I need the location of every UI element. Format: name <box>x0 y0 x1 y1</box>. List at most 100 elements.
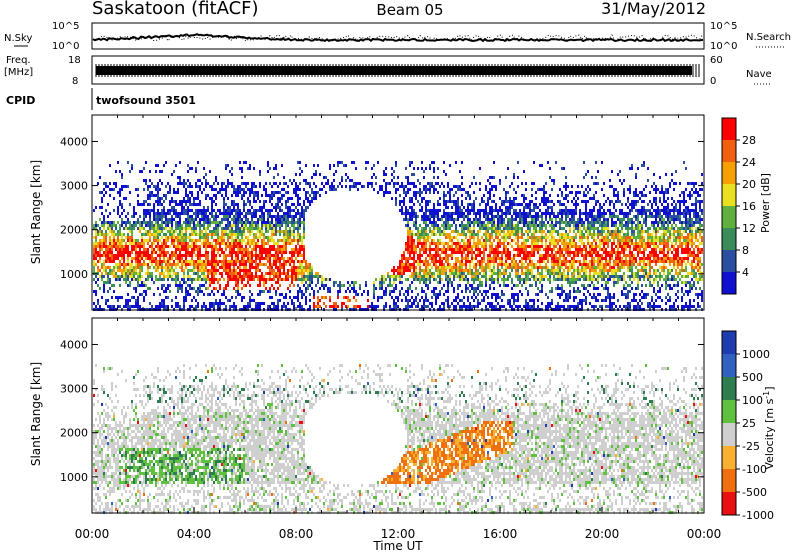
heatmap-cell <box>451 188 453 191</box>
heatmap-cell <box>465 269 467 272</box>
heatmap-cell <box>345 290 347 293</box>
heatmap-cell <box>253 236 255 239</box>
heatmap-cell <box>123 269 125 272</box>
heatmap-cell <box>497 245 499 248</box>
heatmap-cell <box>239 263 241 266</box>
heatmap-cell <box>441 224 443 227</box>
heatmap-cell <box>503 236 505 239</box>
heatmap-cell <box>437 230 439 233</box>
heatmap-cell <box>523 209 525 212</box>
heatmap-cell <box>211 242 213 245</box>
heatmap-cell <box>325 305 327 308</box>
heatmap-cell <box>455 272 457 275</box>
heatmap-cell <box>475 296 477 299</box>
heatmap-cell <box>277 278 279 281</box>
heatmap-cell <box>505 212 507 215</box>
heatmap-cell <box>389 290 391 293</box>
heatmap-cell <box>141 221 143 224</box>
heatmap-cell <box>235 278 237 281</box>
heatmap-cell <box>279 284 281 287</box>
heatmap-cell <box>537 236 539 239</box>
heatmap-cell <box>297 272 299 275</box>
heatmap-cell <box>473 278 475 281</box>
heatmap-cell <box>225 227 227 230</box>
heatmap-cell <box>197 239 199 242</box>
heatmap-cell <box>269 305 271 308</box>
heatmap-cell <box>177 191 179 194</box>
heatmap-cell <box>407 221 409 224</box>
heatmap-cell <box>139 224 141 227</box>
heatmap-cell <box>407 245 409 248</box>
heatmap-cell <box>439 248 441 251</box>
heatmap-cell <box>451 224 453 227</box>
heatmap-cell <box>211 203 213 206</box>
heatmap-cell <box>443 209 445 212</box>
heatmap-cell <box>235 242 237 245</box>
heatmap-cell <box>315 170 317 173</box>
heatmap-cell <box>509 266 511 269</box>
heatmap-cell <box>427 182 429 185</box>
heatmap-cell <box>313 164 315 167</box>
heatmap-cell <box>109 224 111 227</box>
heatmap-cell <box>301 263 303 266</box>
heatmap-cell <box>247 242 249 245</box>
heatmap-cell <box>183 272 185 275</box>
heatmap-cell <box>529 236 531 239</box>
heatmap-cell <box>171 215 173 218</box>
heatmap-cell <box>163 251 165 254</box>
heatmap-cell <box>437 218 439 221</box>
heatmap-cell <box>383 179 385 182</box>
heatmap-cell <box>513 293 515 296</box>
heatmap-cell <box>487 257 489 260</box>
heatmap-cell <box>211 278 213 281</box>
heatmap-cell <box>295 206 297 209</box>
heatmap-cell <box>533 203 535 206</box>
heatmap-cell <box>243 224 245 227</box>
heatmap-cell <box>107 260 109 263</box>
heatmap-cell <box>119 305 121 308</box>
heatmap-cell <box>191 191 193 194</box>
heatmap-cell <box>109 248 111 251</box>
heatmap-cell <box>111 230 113 233</box>
heatmap-cell <box>117 266 119 269</box>
heatmap-cell <box>261 194 263 197</box>
heatmap-cell <box>241 167 243 170</box>
heatmap-cell <box>113 275 115 278</box>
heatmap-cell <box>163 299 165 302</box>
heatmap-cell <box>221 185 223 188</box>
heatmap-cell <box>483 215 485 218</box>
heatmap-cell <box>203 167 205 170</box>
heatmap-cell <box>285 218 287 221</box>
heatmap-cell <box>209 305 211 308</box>
heatmap-cell <box>253 278 255 281</box>
heatmap-cell <box>253 212 255 215</box>
heatmap-cell <box>381 296 383 299</box>
heatmap-cell <box>409 182 411 185</box>
heatmap-cell <box>399 281 401 284</box>
heatmap-cell <box>173 236 175 239</box>
heatmap-cell <box>285 227 287 230</box>
heatmap-cell <box>285 272 287 275</box>
heatmap-cell <box>313 197 315 200</box>
heatmap-cell <box>263 278 265 281</box>
heatmap-cell <box>165 242 167 245</box>
heatmap-cell <box>93 302 95 305</box>
heatmap-cell <box>453 263 455 266</box>
heatmap-cell <box>215 302 217 305</box>
heatmap-cell <box>251 251 253 254</box>
heatmap-cell <box>249 242 251 245</box>
heatmap-cell <box>197 203 199 206</box>
heatmap-cell <box>509 257 511 260</box>
heatmap-cell <box>157 230 159 233</box>
heatmap-cell <box>319 188 321 191</box>
heatmap-cell <box>513 227 515 230</box>
heatmap-cell <box>271 194 273 197</box>
heatmap-cell <box>485 290 487 293</box>
heatmap-cell <box>117 248 119 251</box>
heatmap-cell <box>467 242 469 245</box>
heatmap-cell <box>289 260 291 263</box>
heatmap-cell <box>235 290 237 293</box>
heatmap-cell <box>139 242 141 245</box>
heatmap-cell <box>493 248 495 251</box>
heatmap-cell <box>177 227 179 230</box>
